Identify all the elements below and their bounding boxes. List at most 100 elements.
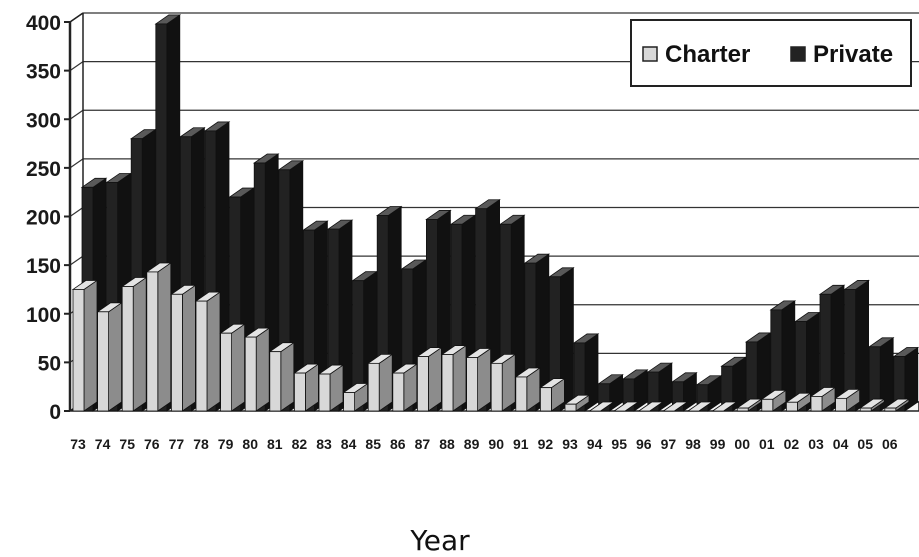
- bar-charter-82: [293, 363, 320, 412]
- bar-front: [622, 378, 635, 412]
- bar-front: [244, 336, 257, 412]
- bar-front: [376, 215, 389, 412]
- bar-charter-84: [342, 382, 369, 412]
- bar-side: [255, 327, 270, 412]
- bars: [71, 14, 919, 412]
- bar-side: [477, 347, 492, 412]
- x-axis-title: Year: [409, 524, 470, 557]
- bar-top: [686, 401, 714, 412]
- bar-front: [884, 407, 897, 412]
- bar-front: [736, 407, 749, 412]
- y-tick-label: 100: [26, 304, 61, 327]
- x-tick-label: 83: [316, 436, 332, 452]
- gridline-side: [69, 255, 84, 266]
- x-tick-label: 76: [144, 436, 160, 452]
- x-tick-label: 80: [242, 436, 258, 452]
- x-tick-label: 85: [365, 436, 381, 452]
- bar-charter-97: [662, 401, 689, 412]
- bar-front: [367, 362, 380, 412]
- bar-front: [318, 373, 331, 412]
- legend-swatch-private: [790, 46, 806, 62]
- gridline-side: [69, 207, 84, 217]
- bar-front: [229, 196, 242, 412]
- bar-front: [490, 362, 503, 412]
- bar-front: [106, 182, 118, 412]
- bar-front: [450, 223, 463, 412]
- x-tick-label: 97: [661, 436, 677, 452]
- bar-charter-83: [317, 364, 345, 412]
- bar-charter-99: [711, 401, 738, 412]
- bar-top: [588, 401, 615, 412]
- bar-side: [280, 341, 295, 412]
- wall-top-edge: [69, 12, 84, 23]
- bar-private-06: [892, 346, 919, 412]
- bar-charter-87: [416, 346, 443, 412]
- x-tick-labels: 73 74 75 76 77 78 79 80 81 82 83 84 85 86 87 88 89 90 91 92…: [70, 436, 898, 452]
- bar-front: [647, 371, 660, 412]
- bar-private-97: [671, 372, 698, 412]
- x-tick-label: 02: [784, 436, 800, 452]
- x-tick-label: 74: [95, 436, 111, 452]
- legend-box: [630, 19, 912, 87]
- bar-charter-80: [243, 327, 271, 412]
- x-tick-label: 79: [218, 436, 234, 452]
- legend-swatch-charter: [642, 46, 658, 62]
- bar-front: [573, 342, 586, 412]
- bar-front: [425, 219, 438, 412]
- bar-front: [475, 208, 488, 412]
- bar-front: [392, 372, 405, 412]
- bar-front: [696, 384, 709, 412]
- bar-front: [893, 356, 906, 412]
- bar-front: [868, 346, 881, 412]
- y-tick-label: 300: [26, 109, 61, 132]
- x-tick-label: 91: [513, 436, 529, 452]
- bar-front: [195, 300, 208, 412]
- bar-side: [501, 353, 516, 412]
- x-tick-label: 88: [439, 436, 455, 452]
- x-tick-label: 99: [710, 436, 726, 452]
- bar-charter-90: [489, 353, 517, 412]
- x-tick-label: 95: [611, 436, 627, 452]
- bar-charter-04: [834, 388, 861, 412]
- y-tick-label: 50: [38, 352, 61, 375]
- bar-front: [278, 169, 291, 412]
- bar-top: [637, 401, 665, 412]
- bar-front: [810, 396, 823, 412]
- x-tick-label: 92: [538, 436, 554, 452]
- bar-front: [146, 271, 159, 412]
- bar-charter-98: [686, 401, 714, 412]
- bar-charter-01: [760, 389, 788, 412]
- bar-private-96: [646, 362, 674, 412]
- bar-side: [427, 346, 442, 412]
- y-tick-label: 150: [26, 255, 61, 278]
- bar-front: [745, 341, 758, 412]
- bar-charter-88: [440, 344, 468, 412]
- y-tick-labels: 0 50 100 150 200 250 300 350 400: [26, 12, 61, 424]
- gridline-side: [69, 109, 84, 120]
- y-tick-label: 250: [26, 158, 61, 181]
- bar-front: [416, 356, 429, 412]
- bar-front: [327, 228, 340, 412]
- bar-front: [401, 268, 414, 412]
- bar-private-92: [548, 267, 575, 412]
- bar-private-01: [769, 300, 797, 412]
- x-tick-label: 90: [488, 436, 504, 452]
- bar-front: [441, 354, 454, 412]
- x-tick-label: 06: [882, 436, 898, 452]
- bar-front: [819, 293, 832, 412]
- bar-charter-73: [71, 279, 99, 412]
- bar-charter-76: [145, 262, 173, 412]
- bar-top: [711, 401, 738, 412]
- bar-charter-06: [883, 398, 911, 412]
- bar-charter-85: [366, 353, 394, 412]
- x-tick-label: 89: [464, 436, 480, 452]
- bar-charter-96: [637, 401, 665, 412]
- x-tick-label: 77: [169, 436, 185, 452]
- bar-front: [540, 387, 552, 412]
- bar-side: [452, 344, 467, 412]
- bar-front: [835, 397, 847, 412]
- bar-front: [72, 289, 85, 412]
- legend-label-charter: Charter: [665, 41, 750, 68]
- bar-charter-81: [268, 341, 296, 412]
